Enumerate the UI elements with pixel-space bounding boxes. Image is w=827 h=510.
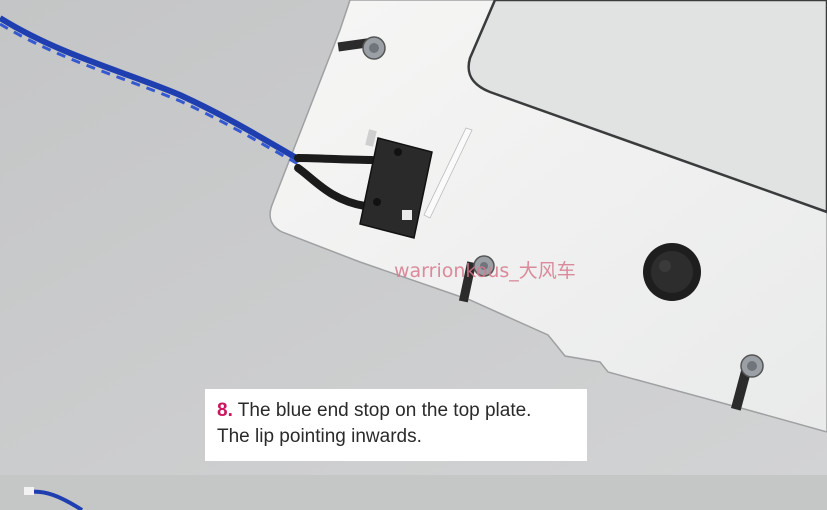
switch-lead-lower <box>294 164 369 210</box>
caption-line-2: The lip pointing inwards. <box>217 426 422 447</box>
next-photo-strip <box>0 475 827 510</box>
switch-lead-upper <box>294 154 376 164</box>
rubber-foot <box>643 243 701 301</box>
caption-box: 8. The blue end stop on the top plate. T… <box>205 389 587 461</box>
step-number: 8. <box>217 400 233 421</box>
screw-bottom-right <box>730 354 764 411</box>
caption-line-1: 8. The blue end stop on the top plate. <box>217 398 575 424</box>
switch-lever <box>423 127 473 219</box>
screw-top <box>337 36 386 60</box>
next-photo-connector <box>24 487 34 495</box>
caption-text-1: The blue end stop on the top plate. <box>232 400 532 421</box>
screw-middle <box>458 255 495 303</box>
blue-twisted-wire <box>0 15 302 167</box>
plate-cutout <box>467 0 827 214</box>
watermark-text: warrionkous_大风车 <box>394 260 576 282</box>
micro-switch <box>359 129 433 239</box>
